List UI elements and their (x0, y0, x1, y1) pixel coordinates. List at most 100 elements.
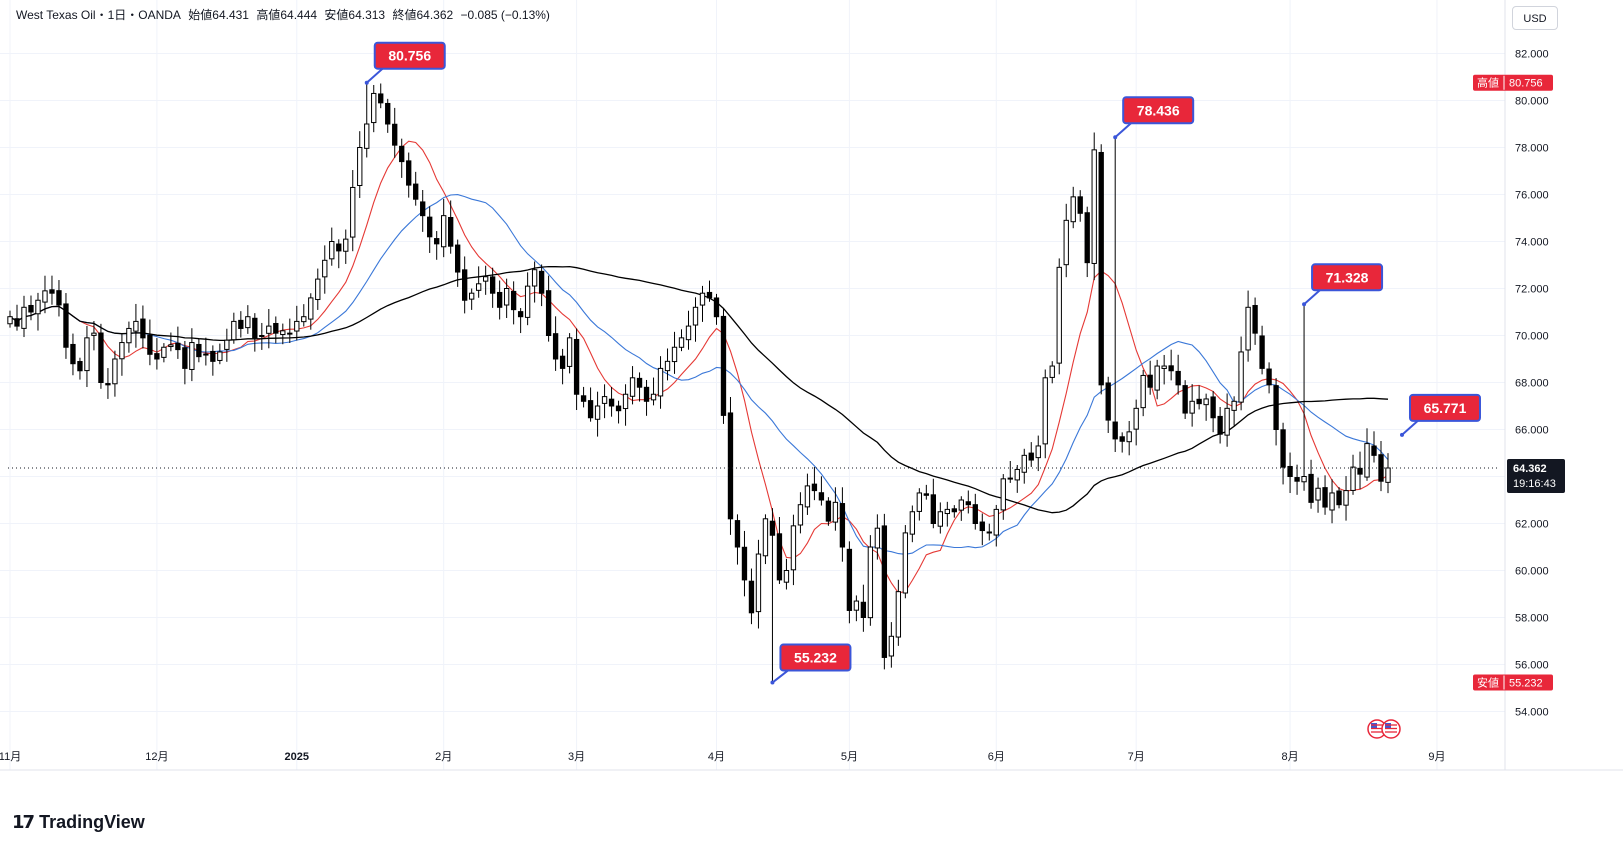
event-flags-icon[interactable] (1367, 719, 1401, 739)
callout-dot (1113, 135, 1118, 140)
candle-body (1364, 443, 1370, 478)
candle-body (1028, 452, 1034, 461)
price-axis[interactable]: 54.00056.00058.00060.00062.00064.00066.0… (0, 0, 1623, 771)
candle-body (1308, 473, 1314, 503)
open-value: 始値64.431 (188, 8, 249, 22)
candle-body (427, 216, 433, 238)
candle-body (1252, 305, 1258, 334)
y-tick-label: 80.000 (1515, 96, 1549, 108)
candle-body (210, 350, 216, 362)
candle-body (196, 343, 202, 358)
candle-body (748, 580, 755, 614)
callout-label: 71.328 (1326, 269, 1369, 285)
candle-body (105, 383, 111, 386)
high-badge (1473, 74, 1553, 91)
candle-body (1154, 365, 1160, 391)
candle-body (1301, 476, 1307, 483)
candle-body (881, 525, 888, 658)
candle-body (84, 337, 90, 372)
candle-body (1077, 196, 1083, 214)
candle-body (1385, 467, 1391, 483)
candle-body (1182, 385, 1188, 414)
candle-body (259, 335, 265, 337)
x-tick-label: 12月 (145, 751, 168, 763)
change-value: −0.085 (−0.13%) (460, 8, 550, 22)
high-value: 高値64.444 (256, 8, 318, 22)
candle-body (860, 601, 867, 618)
candle-body (566, 337, 573, 367)
candle-body (364, 123, 370, 149)
candle-body (1147, 374, 1153, 388)
candle-body (923, 493, 930, 496)
candle-body (909, 511, 916, 535)
x-tick-label: 4月 (708, 751, 725, 763)
candle-body (622, 393, 629, 410)
candle-body (224, 339, 230, 350)
candle-body (350, 186, 356, 238)
candle-body (287, 332, 293, 335)
candle-body (378, 93, 384, 104)
candle-body (301, 316, 307, 323)
candles (7, 82, 1391, 683)
candle-body (538, 270, 545, 294)
candle-body (482, 276, 489, 282)
callout-box (1311, 263, 1384, 292)
candle-body (91, 332, 97, 336)
candle-body (804, 485, 811, 508)
candle-body (1119, 436, 1125, 442)
brand-name: TradingView (39, 812, 145, 832)
candle-body (734, 520, 741, 548)
candle-body (1273, 385, 1279, 430)
time-axis[interactable]: 11月 12月 2025 2月 3月 4月 5月 6月 7月 8月 9月 (0, 751, 1446, 763)
candle-body (1070, 196, 1076, 223)
candle-body (441, 215, 447, 248)
candle-body (343, 238, 349, 252)
y-tick-label: 60.000 (1515, 566, 1549, 578)
candle-body (1357, 467, 1363, 475)
candle-body (986, 531, 992, 534)
candle-body (175, 342, 181, 351)
tradingview-logo[interactable]: 17 TradingView (12, 812, 145, 833)
candle-body (1161, 365, 1167, 369)
last-price-label: 64.362 (1513, 463, 1547, 475)
price-callouts: 80.756 78.436 55.232 71.328 65.771 (364, 41, 1481, 685)
candle-body (601, 396, 608, 404)
candle-body (1035, 445, 1041, 459)
callout-box (779, 643, 852, 672)
candle-body (1112, 421, 1118, 440)
candle-body (231, 320, 237, 341)
candle-body (1084, 212, 1090, 264)
candle-body (1042, 377, 1048, 445)
candle-body (517, 311, 524, 318)
candle-body (664, 360, 671, 372)
candle-body (524, 285, 531, 318)
candle-body (21, 306, 27, 329)
candle-body (1126, 431, 1132, 443)
candle-body (594, 405, 601, 420)
high-value-label: 80.756 (1509, 78, 1543, 90)
callout-dot (770, 680, 775, 685)
currency-button[interactable]: USD (1512, 6, 1558, 30)
candle-body (972, 504, 978, 524)
candle-body (1021, 454, 1027, 473)
candle-body (1189, 400, 1195, 414)
candle-body (1294, 477, 1300, 482)
candle-body (1014, 468, 1020, 481)
candle-body (902, 532, 909, 594)
candle-body (217, 351, 223, 361)
candle-body (671, 346, 678, 363)
candle-body (874, 527, 881, 549)
x-tick-label: 11月 (0, 751, 21, 763)
candle-body (238, 319, 244, 329)
candle-body (811, 483, 818, 492)
candle-body (993, 508, 999, 536)
symbol-title: West Texas Oil・1日・OANDA (16, 8, 181, 22)
candle-body (1217, 415, 1223, 435)
candle-body (790, 525, 797, 571)
candle-body (1105, 382, 1111, 421)
y-tick-label: 78.000 (1515, 143, 1549, 155)
high-tag: 高値 (1477, 76, 1499, 90)
candle-body (77, 361, 83, 372)
candle-body (1259, 335, 1265, 369)
